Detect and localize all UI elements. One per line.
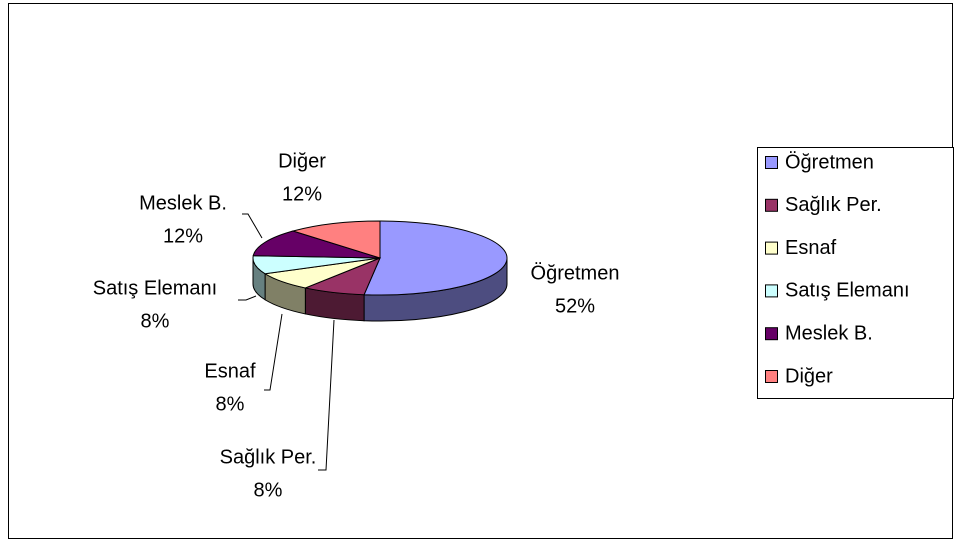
data-label-name: Meslek B. — [139, 192, 227, 214]
pie-slice — [291, 220, 381, 259]
leader-line — [238, 295, 257, 301]
legend-label: Satış Elemanı — [785, 280, 910, 302]
legend-box — [757, 147, 954, 399]
data-label-name: Satış Elemanı — [93, 277, 218, 299]
legend-label: Meslek B. — [785, 322, 873, 344]
data-label-value: 8% — [254, 479, 283, 501]
pie-sides — [252, 257, 508, 322]
legend-label: Sağlık Per. — [785, 194, 882, 216]
data-label-value: 12% — [282, 183, 322, 205]
legend-label: Öğretmen — [785, 151, 874, 173]
leader-line — [318, 319, 335, 471]
legend-swatch — [765, 284, 778, 298]
leader-line — [242, 213, 263, 239]
pie-slice — [363, 220, 508, 296]
legend-swatch — [765, 156, 778, 169]
pie-tops — [252, 220, 508, 296]
data-label-name: Sağlık Per. — [220, 446, 317, 468]
pie-slice — [252, 230, 381, 259]
data-label-name: Diğer — [278, 150, 326, 172]
data-label-name: Öğretmen — [531, 262, 620, 284]
data-label-value: 8% — [141, 310, 170, 332]
leader-line — [264, 313, 283, 391]
data-label-value: 12% — [163, 225, 203, 247]
legend-label: Diğer — [785, 365, 833, 387]
legend-swatch — [765, 241, 778, 255]
leader-lines — [238, 213, 335, 471]
legend-label: Esnaf — [785, 237, 837, 259]
data-label-value: 52% — [555, 295, 595, 317]
data-label-name: Esnaf — [204, 360, 256, 382]
legend-swatch — [765, 198, 778, 212]
data-label-value: 8% — [216, 393, 245, 415]
legend-swatch — [765, 327, 778, 341]
legend-swatch — [765, 370, 778, 383]
